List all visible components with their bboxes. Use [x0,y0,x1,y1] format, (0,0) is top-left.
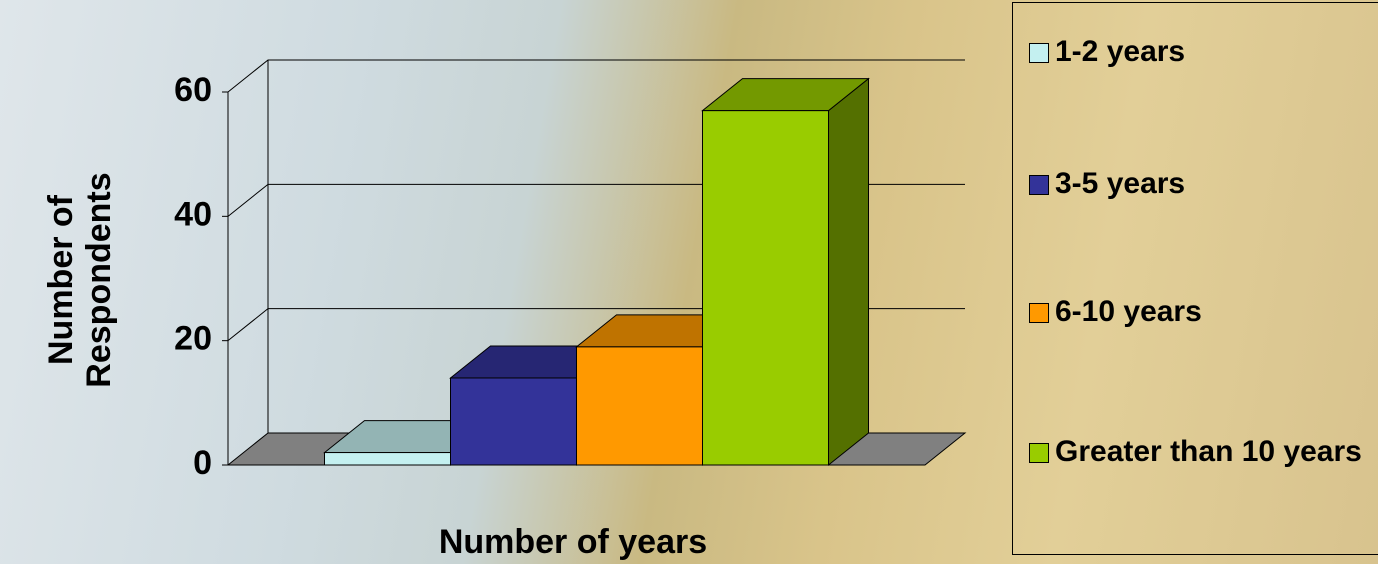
y-tick-label: 60 [174,71,212,109]
legend-swatch [1029,43,1049,63]
y-tick-label: 40 [174,195,212,233]
grid-line [227,59,965,93]
legend-swatch [1029,175,1049,195]
legend-label: 6-10 years [1055,295,1202,328]
x-axis-title: Number of years [439,523,707,561]
bar-front [702,110,829,466]
legend-item: 1-2 years [1029,35,1378,69]
y-axis-title: Number of Respondents [42,172,118,388]
bar-front [324,452,451,466]
legend-item: 3-5 years [1029,167,1378,201]
legend-label: 1-2 years [1055,35,1186,68]
legend-label: Greater than 10 years [1055,435,1362,468]
bar-side [828,77,869,467]
y-tick-label: 0 [193,444,212,482]
legend: 1-2 years 3-5 years 6-10 years Greater than… [1012,2,1378,555]
bar-front [450,377,577,466]
legend-item: Greater than 10 years [1029,435,1378,469]
legend-label: 3-5 years [1055,167,1186,200]
bar [701,77,870,467]
legend-item: 6-10 years [1029,295,1378,329]
legend-swatch [1029,303,1049,323]
legend-swatch [1029,443,1049,463]
bar-front [576,346,703,466]
y-tick-label: 20 [174,320,212,358]
